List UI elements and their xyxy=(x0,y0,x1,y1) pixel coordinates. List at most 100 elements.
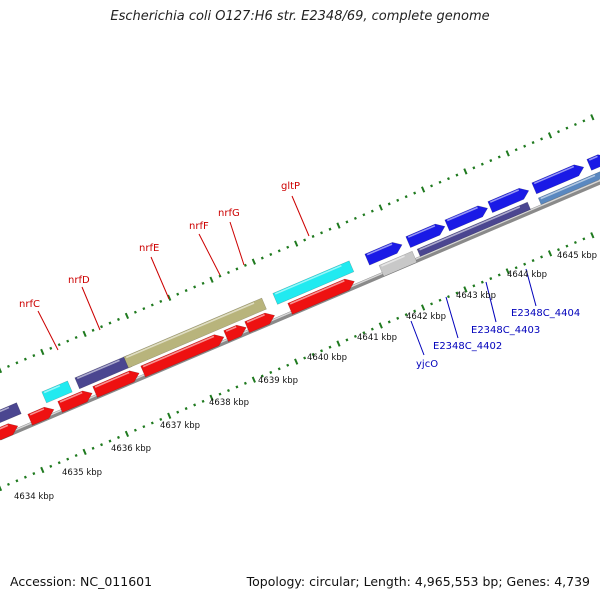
gene-feature-shine xyxy=(125,302,255,359)
scale-label: 4636 kbp xyxy=(111,444,151,454)
minor-tick xyxy=(430,184,434,188)
gene-feature[interactable] xyxy=(223,322,249,342)
gene-feature[interactable] xyxy=(140,331,227,378)
minor-tick xyxy=(108,439,112,443)
gene-feature[interactable] xyxy=(487,185,531,213)
gene-label-nrfD[interactable]: nrfD xyxy=(68,275,90,286)
minor-tick xyxy=(201,399,205,403)
minor-tick xyxy=(142,307,146,311)
minor-tick xyxy=(455,291,459,295)
minor-tick xyxy=(201,281,205,285)
minor-tick xyxy=(557,248,560,252)
minor-tick xyxy=(32,472,36,476)
minor-tick xyxy=(438,180,442,184)
minor-tick xyxy=(286,363,290,367)
minor-tick xyxy=(116,435,120,439)
gene-label-nrfG[interactable]: nrfG xyxy=(218,208,240,219)
major-tick xyxy=(463,168,468,175)
minor-tick xyxy=(66,457,70,461)
gene-label-nrfE[interactable]: nrfE xyxy=(139,243,159,254)
minor-tick xyxy=(413,191,417,195)
gene-label-nrfC[interactable]: nrfC xyxy=(19,299,40,310)
gene-feature[interactable] xyxy=(272,260,355,305)
leader-line xyxy=(410,320,425,356)
minor-tick xyxy=(176,410,180,414)
major-tick xyxy=(40,348,45,356)
minor-tick xyxy=(489,159,493,163)
minor-tick xyxy=(311,234,315,238)
major-tick xyxy=(294,240,299,247)
leader-line xyxy=(525,268,537,307)
leader-line xyxy=(485,281,497,323)
gene-feature-body xyxy=(27,406,55,426)
leader-line xyxy=(150,256,170,300)
minor-tick xyxy=(497,155,501,159)
gene-feature[interactable] xyxy=(416,201,531,257)
gene-feature-shine xyxy=(246,314,265,323)
major-tick xyxy=(505,150,510,157)
gene-feature[interactable] xyxy=(41,380,73,404)
major-tick xyxy=(505,268,510,275)
gene-label-gltP[interactable]: gltP xyxy=(281,181,300,192)
minor-tick xyxy=(430,302,434,306)
minor-tick xyxy=(15,479,19,483)
gene-feature[interactable] xyxy=(123,297,267,369)
gene-feature[interactable] xyxy=(444,203,490,232)
major-tick xyxy=(590,114,595,121)
gene-label-nrfF[interactable]: nrfF xyxy=(189,221,209,232)
gene-feature[interactable] xyxy=(405,221,448,248)
gene-feature[interactable] xyxy=(537,170,600,205)
gene-label-E2348C_4404[interactable]: E2348C_4404 xyxy=(511,308,580,319)
gene-feature[interactable] xyxy=(0,402,22,430)
gene-feature[interactable] xyxy=(57,388,95,413)
gene-feature[interactable] xyxy=(74,355,133,390)
gene-feature[interactable] xyxy=(531,162,586,195)
gene-feature-shine xyxy=(76,359,120,380)
gene-feature-shine xyxy=(489,189,520,203)
gene-feature[interactable] xyxy=(287,276,357,315)
gene-feature-shine xyxy=(407,225,436,238)
minor-tick xyxy=(328,345,332,349)
gene-feature[interactable] xyxy=(378,250,418,277)
scale-label: 4644 kbp xyxy=(507,270,547,280)
minor-tick xyxy=(260,374,264,378)
gene-feature[interactable] xyxy=(0,421,20,445)
gene-label-yjcO[interactable]: yjcO xyxy=(416,359,438,370)
gene-feature[interactable] xyxy=(92,368,142,398)
minor-tick xyxy=(74,335,78,340)
gene-feature[interactable] xyxy=(27,404,57,426)
scale-label: 4643 kbp xyxy=(456,291,496,301)
minor-tick xyxy=(15,361,19,365)
minor-tick xyxy=(6,364,10,368)
minor-tick xyxy=(218,392,222,396)
minor-tick xyxy=(260,256,264,260)
gene-label-E2348C_4402[interactable]: E2348C_4402 xyxy=(433,341,502,352)
gene-label-E2348C_4403[interactable]: E2348C_4403 xyxy=(471,325,540,336)
minor-tick xyxy=(66,339,70,343)
minor-tick xyxy=(116,317,120,321)
minor-tick xyxy=(404,313,408,317)
minor-tick xyxy=(514,266,518,270)
leader-line xyxy=(37,310,59,351)
minor-tick xyxy=(328,227,332,231)
minor-tick xyxy=(142,425,146,429)
gene-feature[interactable] xyxy=(586,152,600,171)
major-tick xyxy=(378,204,383,211)
gene-feature[interactable] xyxy=(364,239,405,266)
minor-tick xyxy=(226,388,230,393)
minor-tick xyxy=(286,245,290,249)
minor-tick xyxy=(176,292,180,296)
gene-feature-body xyxy=(586,154,600,171)
minor-tick xyxy=(582,237,586,241)
major-tick xyxy=(421,304,426,311)
minor-tick xyxy=(91,328,95,332)
minor-tick xyxy=(226,270,230,275)
gene-feature-shine xyxy=(94,371,130,388)
minor-tick xyxy=(404,195,408,199)
gene-feature-shine xyxy=(446,206,478,222)
minor-tick xyxy=(218,274,222,278)
leader-line xyxy=(445,296,459,339)
gene-feature-shine xyxy=(540,174,596,200)
gene-feature[interactable] xyxy=(244,310,277,334)
